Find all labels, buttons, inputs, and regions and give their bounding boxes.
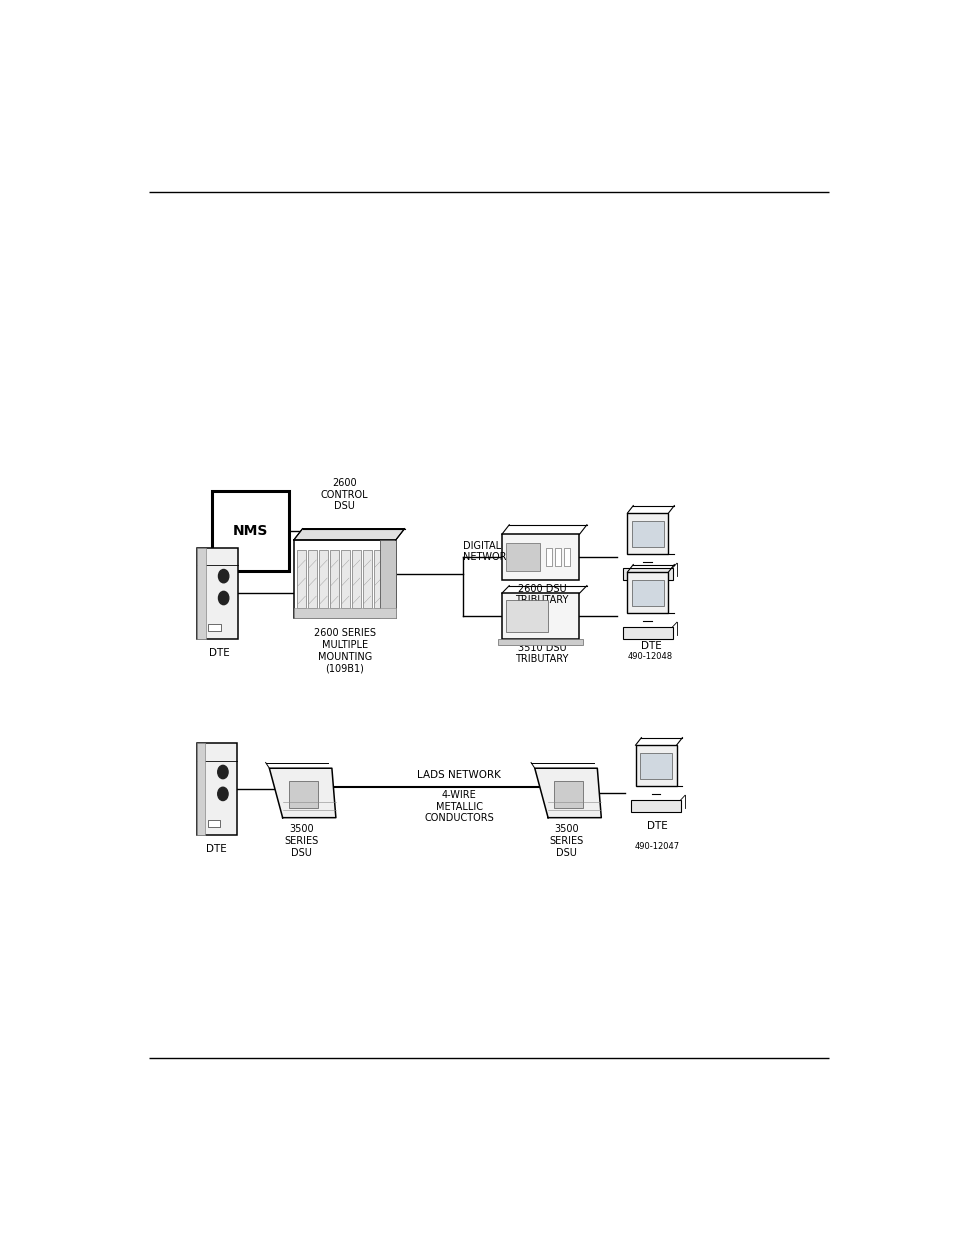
Bar [501, 593, 578, 638]
Circle shape [217, 787, 228, 800]
Bar [197, 547, 206, 638]
Text: NMS: NMS [233, 524, 268, 538]
Bar [374, 550, 382, 609]
Text: LADS NETWORK: LADS NETWORK [417, 769, 500, 779]
Bar [505, 543, 540, 571]
Polygon shape [294, 529, 404, 540]
Bar [330, 550, 338, 609]
Bar [563, 548, 569, 566]
Text: 490-12047: 490-12047 [635, 842, 679, 851]
Bar [497, 638, 582, 645]
Bar [627, 572, 668, 614]
Bar [196, 743, 205, 835]
Text: 3500
SERIES
DSU: 3500 SERIES DSU [284, 824, 318, 857]
Text: DIGITAL
NETWORK: DIGITAL NETWORK [462, 541, 513, 562]
Bar [639, 753, 672, 779]
Bar [635, 745, 676, 787]
Bar [308, 550, 316, 609]
Bar [294, 540, 395, 618]
Bar [631, 579, 663, 605]
Circle shape [217, 766, 228, 779]
Text: 2600 DSU
TRIBUTARY: 2600 DSU TRIBUTARY [515, 584, 568, 605]
Bar [627, 514, 668, 555]
Circle shape [218, 569, 229, 583]
Bar [297, 550, 306, 609]
Bar [294, 609, 395, 618]
Text: 4-WIRE
METALLIC
CONDUCTORS: 4-WIRE METALLIC CONDUCTORS [424, 790, 494, 824]
Circle shape [218, 592, 229, 605]
Bar [631, 800, 679, 813]
Text: 3500
SERIES
DSU: 3500 SERIES DSU [549, 824, 583, 857]
Bar [208, 624, 221, 631]
Text: 2600
CONTROL
DSU: 2600 CONTROL DSU [320, 478, 368, 511]
Bar [212, 490, 289, 572]
Bar [197, 547, 237, 638]
Bar [622, 568, 672, 580]
Text: 490-12048: 490-12048 [627, 652, 672, 661]
Bar [554, 781, 582, 808]
Bar [622, 627, 672, 640]
Bar [341, 550, 350, 609]
Bar [352, 550, 360, 609]
Text: DTE: DTE [640, 582, 661, 592]
Text: DTE: DTE [206, 845, 227, 855]
Bar [196, 743, 237, 835]
Bar [379, 540, 395, 618]
Bar [631, 521, 663, 547]
Bar [545, 548, 552, 566]
Polygon shape [535, 768, 600, 818]
Text: DTE: DTE [209, 648, 230, 658]
Text: DTE: DTE [646, 821, 667, 831]
Polygon shape [269, 768, 335, 818]
Bar [319, 550, 328, 609]
Bar [505, 600, 548, 632]
Bar [362, 550, 371, 609]
Bar [555, 548, 560, 566]
Bar [288, 781, 317, 808]
Text: 3510 DSU
TRIBUTARY: 3510 DSU TRIBUTARY [515, 642, 568, 664]
Bar [208, 820, 220, 827]
Text: 2600 SERIES
MULTIPLE
MOUNTING
(109B1): 2600 SERIES MULTIPLE MOUNTING (109B1) [314, 629, 375, 673]
Bar [501, 535, 578, 580]
Text: DTE: DTE [640, 641, 661, 651]
